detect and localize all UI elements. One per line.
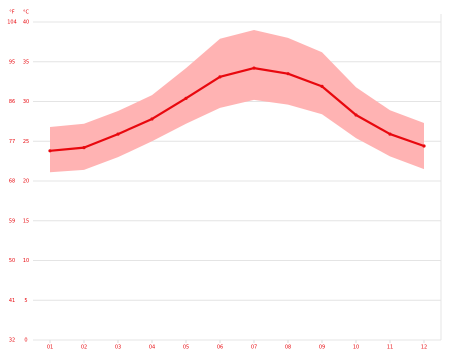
mean-point [252, 66, 256, 70]
x-tick-label: 06 [217, 345, 223, 351]
mean-point [286, 72, 290, 76]
y-tick-label: 40 [23, 20, 29, 26]
y2-tick-label: 41 [9, 298, 15, 304]
x-tick-label: 09 [319, 345, 325, 351]
x-tick-label: 12 [421, 345, 427, 351]
y2-tick-label: 50 [9, 258, 15, 264]
y-tick-label: 30 [23, 99, 29, 105]
mean-point [48, 149, 52, 153]
mean-line [49, 67, 425, 152]
y2-tick-label: 77 [9, 139, 15, 145]
y-tick-label: 0 [24, 338, 27, 344]
y-tick-label: 5 [24, 298, 27, 304]
mean-point [82, 146, 86, 150]
x-tick-label: 11 [387, 345, 393, 351]
y2-tick-label: 104 [7, 20, 17, 26]
x-tick-label: 07 [251, 345, 257, 351]
mean-point [116, 132, 120, 136]
y2-axis-label: °F [9, 10, 15, 16]
x-tick-label: 01 [47, 345, 53, 351]
y-tick-label: 35 [23, 59, 29, 65]
x-tick-label: 05 [183, 345, 189, 351]
mean-point [354, 113, 358, 117]
mean-point [184, 96, 188, 100]
x-tick-label: 08 [285, 345, 291, 351]
y2-tick-label: 32 [9, 338, 15, 344]
mean-point [320, 84, 324, 88]
range-band [50, 29, 424, 173]
x-tick-label: 04 [149, 345, 155, 351]
mean-point [150, 117, 154, 121]
mean-point [422, 144, 426, 148]
y2-tick-label: 59 [9, 218, 15, 224]
y2-tick-label: 68 [9, 179, 15, 185]
x-tick-label: 03 [115, 345, 121, 351]
y-tick-label: 20 [23, 179, 29, 185]
mean-point [218, 75, 222, 79]
x-tick-label: 02 [81, 345, 87, 351]
y-tick-label: 25 [23, 139, 29, 145]
y-tick-label: 15 [23, 218, 29, 224]
x-tick-label: 10 [353, 345, 359, 351]
y2-tick-label: 95 [9, 59, 15, 65]
y-tick-label: 10 [23, 258, 29, 264]
mean-point [388, 132, 392, 136]
y2-tick-label: 86 [9, 99, 15, 105]
y-axis-label: °C [23, 10, 30, 16]
